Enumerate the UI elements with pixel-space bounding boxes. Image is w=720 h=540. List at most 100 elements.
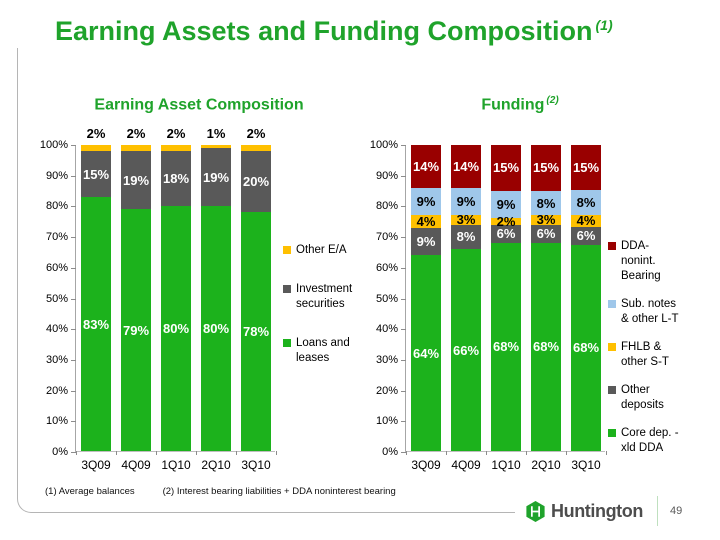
x-axis-tick xyxy=(486,451,487,455)
segment-label: 15% xyxy=(492,160,520,176)
footnote-1: (1) Average balances xyxy=(45,486,135,497)
legend: DDA-nonint. Bearing Sub. notes & other L-… xyxy=(608,239,682,469)
x-axis-tick xyxy=(156,451,157,455)
legend-swatch xyxy=(608,300,616,308)
bar-2Q10: 80% 19% 1% xyxy=(201,126,231,451)
bar-1Q10: 80% 18% 2% xyxy=(161,126,191,451)
segment-label: 68% xyxy=(532,339,560,355)
segment-label: 15% xyxy=(82,166,110,182)
legend-label: FHLB & other S-T xyxy=(621,341,669,368)
legend-label: Sub. notes & other L-T xyxy=(621,298,679,325)
legend: Other E/A Investment securities Loans and … xyxy=(283,243,367,390)
x-axis-label: 4Q09 xyxy=(451,458,481,472)
y-axis-label: 60% xyxy=(45,261,68,274)
footer-brand: Huntington 49 xyxy=(524,496,682,526)
bar-segment: 6% xyxy=(491,224,521,243)
slide-title-superscript: (1) xyxy=(595,17,613,33)
y-axis-tick xyxy=(401,359,406,361)
bar-3Q09: 64% 9% 4% 9% 14% xyxy=(411,144,441,451)
bar-segment xyxy=(201,145,231,149)
y-axis-tick xyxy=(71,145,76,146)
bar-segment xyxy=(241,144,271,152)
bar-segment: 6% xyxy=(531,224,561,243)
bar-segment: 14% xyxy=(451,144,481,188)
segment-label: 4% xyxy=(576,213,596,229)
segment-label: 3% xyxy=(456,212,476,228)
huntington-logo-text: Huntington xyxy=(551,500,643,521)
bar-segment: 68% xyxy=(491,242,521,451)
bar-segment: 19% xyxy=(201,148,231,207)
segment-label: 18% xyxy=(162,171,190,187)
x-axis-tick xyxy=(76,451,77,455)
bar-segment: 8% xyxy=(571,190,601,215)
y-axis-tick xyxy=(71,175,76,177)
y-axis-tick xyxy=(71,237,76,239)
bar-segment: 9% xyxy=(451,187,481,216)
plot-area: 0% 10% 20% 30% 40% 50% 60% 70% 80% 90% 100% 64% 9% 4%… xyxy=(370,139,607,472)
segment-label: 20% xyxy=(242,174,270,190)
y-axis-label: 80% xyxy=(375,200,398,213)
bar-segment: 18% xyxy=(161,151,191,207)
bar-segment: 8% xyxy=(531,190,561,216)
y-axis-label: 50% xyxy=(375,292,398,305)
bar-segment: 15% xyxy=(81,151,111,198)
bar-segment xyxy=(121,145,151,152)
y-axis-label: 50% xyxy=(45,292,68,305)
legend-swatch xyxy=(608,429,616,437)
legend-swatch xyxy=(608,386,616,394)
x-axis-tick xyxy=(116,451,117,455)
segment-label: 19% xyxy=(202,169,230,185)
y-axis-label: 20% xyxy=(45,384,68,397)
segment-label: 14% xyxy=(452,158,480,174)
segment-label: 9% xyxy=(416,233,436,249)
segment-label: 66% xyxy=(452,342,480,358)
x-axis-tick xyxy=(236,451,237,455)
segment-label: 15% xyxy=(572,160,600,176)
segment-label: 2% xyxy=(496,214,516,229)
y-axis-label: 0% xyxy=(382,446,398,458)
y-axis-label: 20% xyxy=(375,384,398,397)
y-axis-tick xyxy=(71,329,76,331)
y-axis-tick xyxy=(401,175,406,177)
y-axis-tick xyxy=(401,452,406,453)
bar-segment: 66% xyxy=(451,249,481,451)
y-axis-label: 30% xyxy=(45,353,68,366)
y-axis-tick xyxy=(401,421,406,423)
x-axis-tick xyxy=(406,451,407,455)
bar-segment: 14% xyxy=(411,144,441,188)
segment-label: 6% xyxy=(576,228,596,244)
legend-label: Core dep. - xld DDA xyxy=(621,427,679,454)
bar-4Q09: 66% 8% 3% 9% 14% xyxy=(451,144,481,451)
bar-segment: 80% xyxy=(161,206,191,451)
y-axis-tick xyxy=(401,298,406,300)
bar-segment: 80% xyxy=(201,206,231,451)
y-axis-label: 80% xyxy=(45,200,68,213)
x-axis-label: 3Q09 xyxy=(81,458,111,472)
bar-segment: 6% xyxy=(571,226,601,245)
segment-label: 83% xyxy=(82,316,110,332)
chart-title-earning-assets: Earning Asset Composition xyxy=(70,95,330,114)
bar-segment xyxy=(161,145,191,152)
footer-divider xyxy=(656,496,658,526)
bar-segment: 64% xyxy=(411,255,441,451)
segment-label-above: 2% xyxy=(246,126,266,141)
chart-title-text: Funding xyxy=(481,96,545,114)
legend-swatch xyxy=(283,285,291,293)
y-axis-tick xyxy=(401,390,406,392)
funding-chart: Funding (2) 0% 10% 20% 30% 40% 50% 60% 70% 80% 90%… xyxy=(360,93,718,493)
x-axis-label: 4Q09 xyxy=(121,458,151,472)
bar-segment: 15% xyxy=(491,144,521,191)
segment-label: 8% xyxy=(536,195,556,211)
decorative-border-line xyxy=(17,48,515,513)
bar-segment xyxy=(81,144,111,152)
segment-label-above: 2% xyxy=(126,126,146,141)
segment-label: 80% xyxy=(202,321,230,337)
y-axis-label: 70% xyxy=(375,231,398,244)
x-axis-label: 3Q10 xyxy=(241,458,271,472)
y-axis-label: 40% xyxy=(45,323,68,336)
segment-label: 14% xyxy=(412,158,440,174)
legend-item: Investment securities xyxy=(283,282,367,312)
bar-segment: 19% xyxy=(121,151,151,210)
segment-label: 64% xyxy=(412,345,440,361)
